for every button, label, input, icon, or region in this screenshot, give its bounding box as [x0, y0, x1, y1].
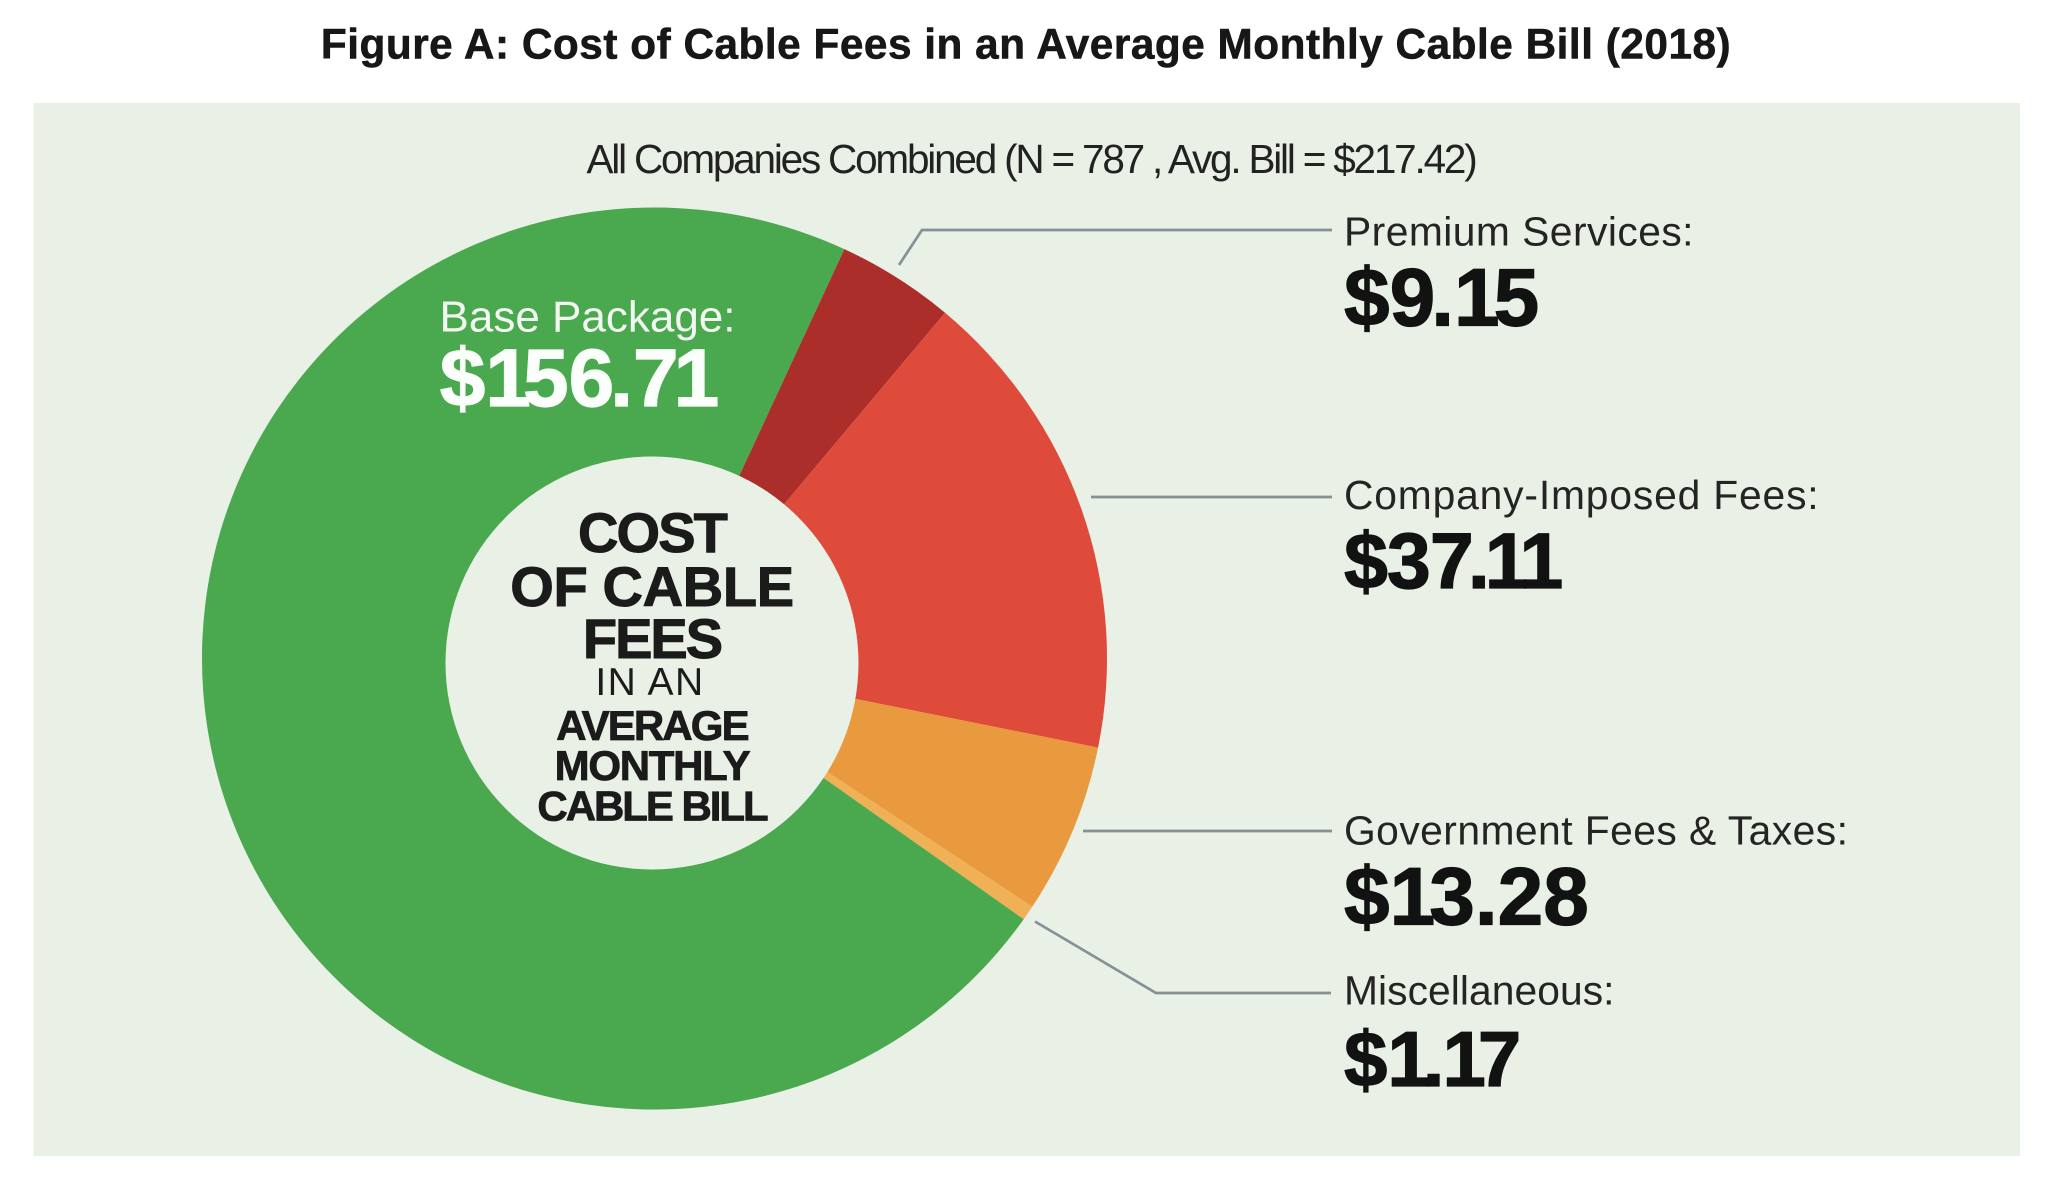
svg-text:FEES: FEES [583, 607, 722, 670]
svg-text:All Companies Combined (N = 78: All Companies Combined (N = 787 , Avg. B… [586, 136, 1475, 182]
svg-text:COST: COST [578, 501, 728, 564]
svg-text:CABLE BILL: CABLE BILL [537, 783, 768, 830]
svg-text:MONTHLY: MONTHLY [555, 742, 751, 789]
svg-text:AVERAGE: AVERAGE [556, 702, 748, 749]
svg-text:$37.11: $37.11 [1344, 516, 1562, 605]
svg-text:$13.28: $13.28 [1344, 852, 1589, 943]
svg-text:Company-Imposed Fees:: Company-Imposed Fees: [1344, 472, 1819, 518]
svg-text:Miscellaneous:: Miscellaneous: [1344, 967, 1615, 1013]
svg-text:Figure A: Cost of Cable Fees i: Figure A: Cost of Cable Fees in an Avera… [321, 21, 1731, 68]
svg-text:IN AN: IN AN [595, 661, 704, 704]
svg-text:Government Fees & Taxes:: Government Fees & Taxes: [1344, 808, 1848, 854]
svg-text:OF CABLE: OF CABLE [510, 555, 794, 618]
svg-text:$1.17: $1.17 [1344, 1015, 1521, 1103]
svg-text:Base Package:: Base Package: [440, 293, 736, 342]
svg-text:$9.15: $9.15 [1344, 252, 1539, 343]
svg-text:Premium Services:: Premium Services: [1344, 208, 1694, 254]
svg-text:$156.71: $156.71 [440, 333, 719, 424]
